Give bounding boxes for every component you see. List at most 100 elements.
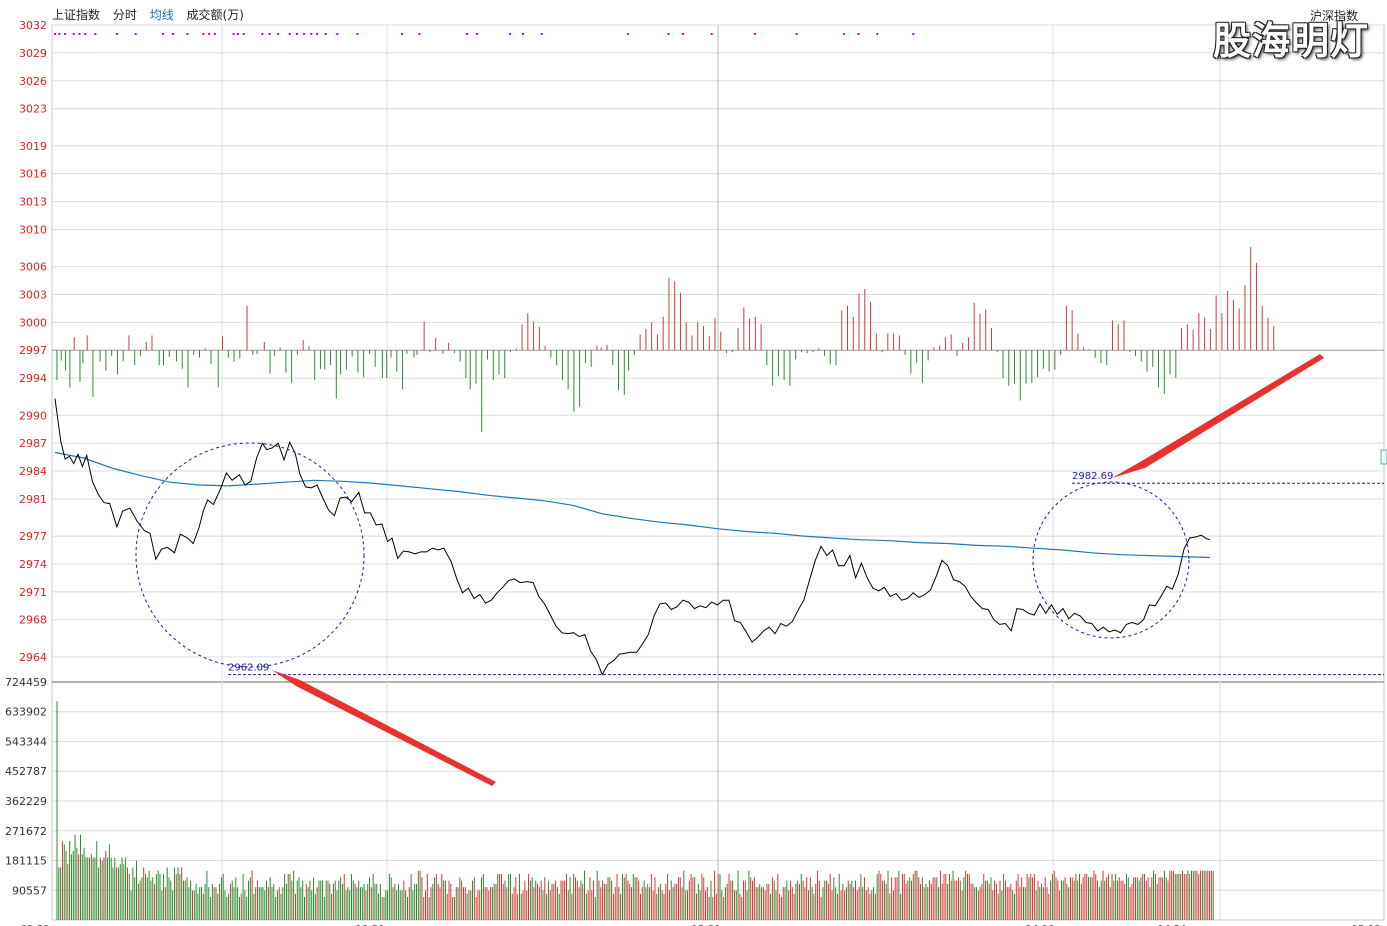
signal-dot [134, 33, 137, 35]
volume-tick-label: 452787 [5, 765, 47, 778]
price-tick-label: 2984 [19, 465, 47, 478]
high-marker-label: 2982.69 [1072, 471, 1113, 482]
signal-dot [288, 33, 291, 35]
signal-dot [64, 33, 67, 35]
volume-bars [56, 701, 1214, 920]
signal-dot [295, 33, 298, 35]
price-tick-label: 3000 [19, 316, 47, 329]
signal-dot [401, 33, 404, 35]
signal-dot [186, 33, 189, 35]
price-tick-label: 3013 [19, 196, 47, 209]
price-tick-label: 3006 [19, 261, 47, 274]
time-axis: 09:30 10:30 13:00 14:00 14:34 15:00 [21, 924, 1381, 926]
signal-dot [540, 33, 543, 35]
highlight-circle-right [1032, 481, 1190, 639]
signal-dot [78, 33, 81, 35]
time-tick-label: 13:00 [692, 924, 721, 926]
avg-label[interactable]: 均线 [149, 8, 174, 22]
arrow-left [272, 670, 496, 786]
volume-tick-label: 724459 [5, 676, 47, 689]
signal-dot [94, 33, 97, 35]
price-tick-label: 3029 [19, 47, 47, 60]
signal-dots [54, 33, 915, 35]
signal-dot [115, 33, 118, 35]
signal-dot [202, 33, 205, 35]
time-tick-label: 10:30 [356, 924, 385, 926]
signal-dot [475, 33, 478, 35]
volume-tick-label: 181115 [5, 854, 47, 867]
signal-dot [208, 33, 211, 35]
price-tick-label: 2981 [19, 493, 47, 506]
price-tick-label: 2990 [19, 409, 47, 422]
signal-dot [843, 33, 846, 35]
signal-dot [232, 33, 235, 35]
price-tick-label: 2994 [19, 372, 47, 385]
mode-label[interactable]: 分时 [112, 8, 137, 22]
signal-dot [268, 33, 271, 35]
signal-dot [58, 33, 61, 35]
signal-dot [277, 33, 280, 35]
arrow-right [1112, 354, 1324, 478]
volume-tick-label: 543344 [5, 736, 47, 749]
highlight-circle-left [135, 442, 365, 668]
volume-tick-label: 633902 [5, 706, 47, 719]
volume-label[interactable]: 成交额(万) [186, 8, 244, 22]
signal-dot [172, 33, 175, 35]
signal-dot [522, 33, 524, 35]
price-tick-label: 2974 [19, 558, 47, 571]
signal-dot [710, 33, 713, 35]
index-name[interactable]: 上证指数 [52, 8, 101, 22]
price-tick-label: 2968 [19, 614, 47, 627]
low-marker-label: 2962.09 [228, 663, 269, 674]
time-tick-label: 15:00 [1352, 924, 1381, 926]
signal-dot [418, 33, 421, 35]
signal-dot [876, 33, 879, 35]
price-tick-label: 3010 [19, 223, 47, 236]
price-tick-label: 3019 [19, 140, 47, 153]
signal-dot [356, 33, 359, 35]
signal-dot [627, 33, 630, 35]
signal-dot [324, 33, 327, 35]
chart-header: 上证指数 分时 均线 成交额(万) [52, 6, 253, 23]
volume-tick-label: 271672 [5, 825, 47, 838]
signal-dot [509, 33, 512, 35]
signal-dot [303, 33, 306, 35]
signal-dot [236, 33, 239, 35]
signal-dot [667, 33, 670, 35]
volume-axis: 724459 633902 543344 452787 362229 271672 1811… [5, 676, 47, 897]
signal-bars [56, 247, 1275, 433]
signal-dot [857, 33, 860, 35]
second-index-label[interactable]: 沪深指数 [1310, 9, 1359, 23]
signal-dot [213, 33, 216, 35]
signal-dot [316, 33, 319, 35]
price-tick-label: 2971 [19, 586, 47, 599]
signal-dot [310, 33, 313, 35]
price-tick-label: 3026 [19, 75, 47, 88]
average-line [54, 451, 1210, 559]
price-tick-label: 3023 [19, 103, 47, 116]
price-tick-label: 2997 [19, 344, 47, 357]
signal-dot [753, 33, 756, 35]
annotations: 2962.09 2982.69 [135, 354, 1387, 786]
price-tick-label: 2977 [19, 530, 47, 543]
signal-dot [681, 33, 684, 35]
signal-dot [54, 33, 56, 35]
price-tick-label: 2987 [19, 437, 47, 450]
watermark: 股海明灯 [1212, 19, 1369, 63]
volume-tick-label: 90557 [12, 884, 47, 897]
signal-dot [242, 33, 245, 35]
price-tick-label: 3016 [19, 168, 47, 181]
signal-dot [84, 33, 87, 35]
volume-tick-label: 362229 [5, 795, 47, 808]
signal-dot [795, 33, 798, 35]
price-axis: 3032 3029 3026 3023 3019 3016 3013 3010 3006 3003… [19, 19, 47, 664]
signal-dot [72, 33, 75, 35]
time-tick-label: 09:30 [21, 924, 50, 926]
price-tick-label: 3032 [19, 19, 47, 32]
signal-dot [261, 33, 264, 35]
chart-grid [51, 24, 1385, 921]
signal-dot [162, 33, 164, 35]
price-tick-label: 3003 [19, 288, 47, 301]
signal-dot [336, 33, 339, 35]
